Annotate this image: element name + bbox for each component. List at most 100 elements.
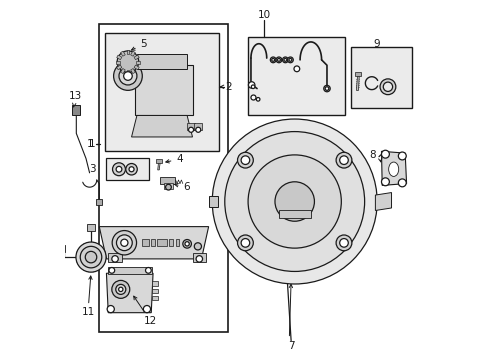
Circle shape [339,239,347,247]
Circle shape [76,242,106,272]
Bar [117,55,122,60]
Bar [136,61,140,64]
Text: 3: 3 [89,164,96,174]
Circle shape [116,284,125,294]
Circle shape [107,306,114,313]
Circle shape [287,57,293,63]
Bar [59,245,65,252]
Text: 2: 2 [220,82,231,92]
Bar [160,177,174,184]
Circle shape [398,152,406,160]
Bar [117,65,122,70]
Circle shape [80,246,102,268]
Bar [130,51,135,56]
Circle shape [379,79,395,95]
Bar [126,50,129,54]
Circle shape [237,235,253,251]
Bar [108,253,122,262]
Text: 10: 10 [257,10,270,20]
Circle shape [116,166,122,172]
Polygon shape [375,193,391,211]
Circle shape [116,235,132,251]
Circle shape [184,242,189,246]
Bar [106,158,149,180]
Bar [278,210,310,218]
Circle shape [335,152,351,168]
Circle shape [85,251,97,263]
Circle shape [195,127,201,132]
Text: 11: 11 [81,307,95,317]
Circle shape [323,85,329,92]
Circle shape [293,66,299,72]
Bar [152,282,158,286]
Text: 12: 12 [133,296,157,326]
Bar [354,72,361,76]
Circle shape [212,119,376,284]
Polygon shape [99,226,208,259]
Circle shape [194,243,201,250]
Circle shape [398,179,406,187]
Bar [134,65,139,70]
Circle shape [383,82,392,91]
Bar [99,24,228,332]
Circle shape [119,287,122,292]
Circle shape [112,256,118,262]
Text: 8: 8 [368,150,375,160]
Bar [208,196,217,207]
Circle shape [129,167,134,172]
Bar [121,51,125,56]
Bar [104,33,219,151]
Text: 5: 5 [131,40,147,50]
Circle shape [121,239,128,246]
Bar [142,239,148,246]
Bar [134,55,139,60]
Polygon shape [356,76,359,90]
Circle shape [241,156,249,165]
Bar [135,65,192,116]
Circle shape [241,239,249,247]
Text: 7: 7 [287,341,294,351]
Circle shape [256,98,260,101]
Circle shape [183,239,191,248]
Circle shape [251,85,254,89]
Bar [150,239,155,246]
Circle shape [276,57,281,63]
Bar [72,105,80,116]
Text: 6: 6 [174,182,190,192]
Ellipse shape [388,162,398,176]
Circle shape [237,152,253,168]
Circle shape [113,62,142,90]
Bar [351,47,411,108]
Circle shape [145,267,151,273]
Circle shape [288,58,291,61]
Text: 13: 13 [69,91,82,107]
Circle shape [325,87,328,90]
Polygon shape [158,163,160,170]
Circle shape [119,67,137,85]
Bar [152,296,158,300]
Bar [137,54,187,69]
Bar [130,68,135,74]
Text: 4: 4 [165,154,183,164]
Polygon shape [106,273,153,313]
Circle shape [143,306,150,313]
Circle shape [188,127,193,132]
Circle shape [123,72,132,80]
Circle shape [112,230,136,255]
Circle shape [224,132,364,271]
Bar [156,159,162,163]
Text: 1: 1 [88,139,95,149]
Bar [247,37,344,116]
Text: 1: 1 [86,139,93,149]
Bar [152,289,158,293]
Text: 9: 9 [373,39,380,49]
Bar [169,239,173,246]
Circle shape [250,95,255,100]
Circle shape [381,178,388,186]
Bar [194,123,202,130]
Circle shape [112,163,125,176]
Circle shape [284,58,286,61]
Bar [107,267,152,274]
Circle shape [271,58,274,61]
Circle shape [335,235,351,251]
